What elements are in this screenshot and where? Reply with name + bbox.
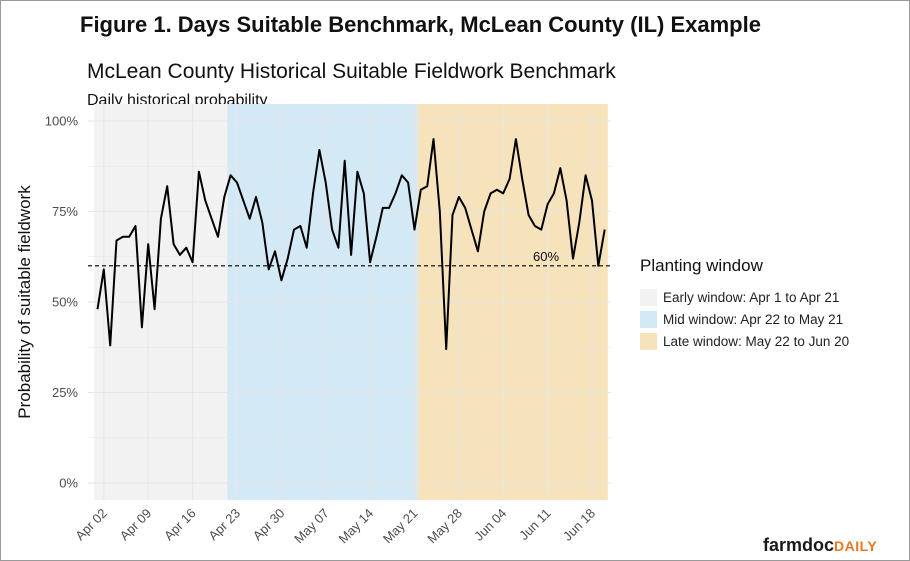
chart-title: McLean County Historical Suitable Fieldw… [87, 60, 616, 83]
x-axis-ticks: Apr 02 Apr 09 Apr 16 Apr 23 Apr 30 May 07 May … [72, 506, 598, 547]
series-group [96, 138, 606, 351]
y-axis-title: Probability of suitable fieldwork [15, 185, 34, 419]
y-tick-label-4: 100% [45, 114, 79, 129]
x-tick-label-9: Jun 04 [471, 506, 509, 544]
x-tick-label-3: Apr 23 [205, 506, 243, 544]
brand-logo-part2: DAILY [834, 538, 878, 554]
legend-item-late: Late window: May 22 to Jun 20 [640, 330, 905, 352]
legend-swatch-late [640, 332, 657, 350]
legend-title: Planting window [640, 256, 763, 275]
x-tick-label-10: Jun 11 [516, 506, 554, 544]
legend-item-early: Early window: Apr 1 to Apr 21 [640, 286, 905, 308]
y-tick-label-3: 75% [52, 204, 78, 219]
reference-line-label: 60% [533, 249, 559, 264]
legend-label-early: Early window: Apr 1 to Apr 21 [663, 289, 840, 305]
grid-lines [88, 104, 611, 500]
brand-logo-part1: farmdoc [763, 535, 835, 555]
legend-swatch-early [640, 288, 657, 306]
y-tick-label-1: 25% [52, 385, 78, 400]
y-tick-label-0: 0% [59, 476, 78, 491]
figure-title: Figure 1. Days Suitable Benchmark, McLea… [80, 12, 761, 37]
y-axis-ticks: 0% 25% 50% 75% 100% [45, 114, 79, 491]
x-tick-label-7: May 21 [380, 506, 421, 547]
x-tick-label-0: Apr 02 [72, 506, 110, 544]
legend-item-mid: Mid window: Apr 22 to May 21 [640, 308, 905, 330]
x-tick-label-2: Apr 16 [161, 506, 199, 544]
x-tick-label-4: Apr 30 [250, 506, 288, 544]
x-tick-label-8: May 28 [424, 506, 465, 547]
legend: Planting window Early window: Apr 1 to A… [640, 256, 905, 352]
legend-label-mid: Mid window: Apr 22 to May 21 [663, 311, 844, 327]
series-line [96, 138, 606, 351]
legend-swatch-mid [640, 310, 657, 328]
y-tick-label-2: 50% [52, 295, 78, 310]
x-tick-label-6: May 14 [335, 506, 376, 547]
x-tick-label-11: Jun 18 [560, 506, 598, 544]
brand-logo: farmdocDAILY [763, 536, 877, 555]
legend-label-late: Late window: May 22 to Jun 20 [663, 333, 850, 349]
reference-line-group: 60% [88, 249, 611, 267]
x-tick-label-5: May 07 [291, 506, 332, 547]
x-tick-label-1: Apr 09 [117, 506, 155, 544]
